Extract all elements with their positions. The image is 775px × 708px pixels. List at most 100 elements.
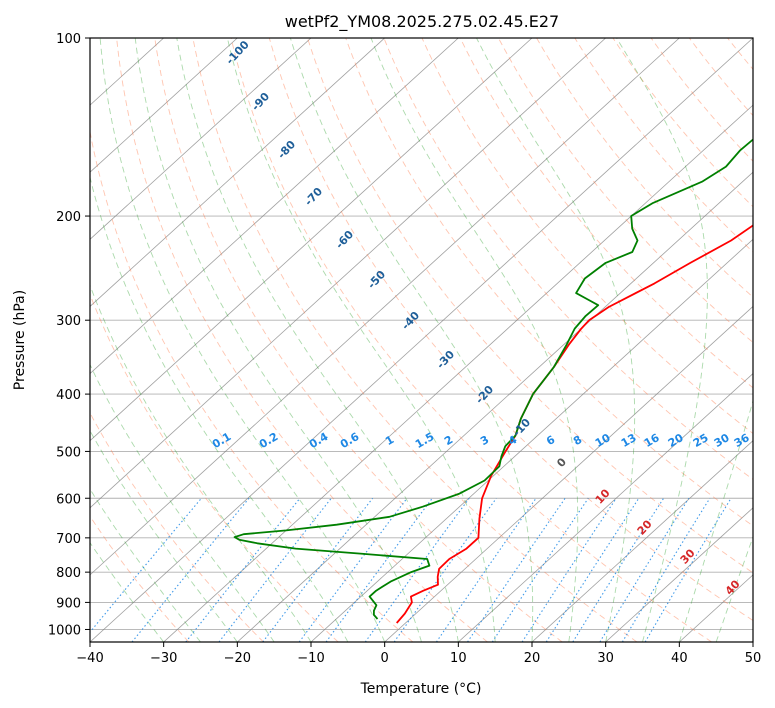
y-tick-label: 300: [56, 314, 81, 329]
moist-adiabat-line: [289, 38, 534, 642]
moist-adiabat-line: [370, 38, 579, 642]
dry-adiabat-line: [90, 129, 414, 642]
moist-adiabat-line: [678, 399, 753, 642]
isotherm-line: [384, 305, 753, 642]
y-tick-label: 900: [56, 596, 81, 611]
moist-adiabat-label: 40: [723, 577, 743, 597]
mixing-ratio-label: 25: [691, 431, 711, 450]
moist-adiabat-line: [90, 429, 238, 642]
x-tick-label: −20: [224, 651, 251, 666]
axis-ticks: −40 −30 −20 −10 0 10 20 30 40 5010020030040050060…: [48, 32, 761, 666]
dry-adiabat-line: [688, 38, 753, 117]
x-tick-label: 50: [745, 651, 762, 666]
mixing-ratio-label: 0.6: [338, 430, 362, 451]
isotherm-line: [90, 38, 753, 642]
dry-adiabat-line: [90, 515, 190, 642]
moist-adiabat-line: [90, 541, 165, 642]
mixing-ratio-label: 16: [642, 431, 662, 450]
y-tick-label: 800: [56, 566, 81, 581]
x-tick-label: −40: [76, 651, 103, 666]
plot-frame: [89, 37, 754, 643]
moist-adiabat-line: [90, 363, 275, 642]
mixing-ratio-label: 0.2: [257, 430, 280, 451]
isotherm-line: [605, 507, 753, 642]
temperature-profile-line: [396, 224, 753, 624]
profile-series: [233, 138, 753, 624]
mixing-ratio-line: [572, 498, 665, 642]
moist-adiabat-line: [99, 38, 386, 642]
dry-adiabat-line: [154, 38, 563, 642]
isotherm-line: [90, 38, 312, 240]
dry-adiabat-line: [116, 38, 488, 642]
dry-adiabat-line: [766, 38, 775, 642]
y-tick-label: 100: [56, 32, 81, 47]
moist-adiabat-label: 30: [678, 546, 698, 566]
dry-adiabat-label: -40: [399, 309, 422, 333]
moist-adiabat-line: [226, 38, 496, 642]
mixing-ratio-line: [131, 497, 250, 642]
dry-adiabat-label: -100: [223, 38, 252, 67]
dry-adiabat-label: -50: [365, 268, 388, 292]
moist-adiabat-line: [715, 535, 753, 642]
mixing-ratio-label: 6: [544, 433, 557, 448]
mixing-ratio-line: [521, 497, 617, 642]
dry-adiabat-line: [345, 38, 753, 527]
mixing-ratio-label: 1.5: [413, 430, 436, 451]
dewpoint-profile-line: [233, 138, 753, 620]
y-tick-label: 200: [56, 210, 81, 225]
mixing-ratio-line: [90, 497, 202, 633]
mixing-ratio-label: 2: [442, 433, 455, 448]
dry-adiabat-line: [90, 411, 264, 642]
dry-adiabat-line: [192, 38, 638, 642]
x-tick-label: 10: [450, 651, 467, 666]
mixing-ratio-line: [545, 497, 640, 642]
x-tick-label: 40: [671, 651, 688, 666]
y-tick-label: 400: [56, 388, 81, 403]
mixing-ratio-line: [325, 497, 433, 642]
isotherm-line: [90, 38, 533, 442]
y-tick-label: 700: [56, 532, 81, 547]
mixing-ratio-line: [262, 497, 374, 642]
y-axis-label: Pressure (hPa): [12, 290, 28, 390]
x-tick-label: 30: [597, 651, 614, 666]
dry-adiabat-line: [307, 38, 753, 574]
mixing-ratio-label: 3: [478, 433, 491, 448]
mixing-ratio-line: [364, 497, 470, 642]
isotherm-line: [458, 373, 753, 642]
isotherm-line: [310, 238, 753, 642]
moist-adiabat-line: [90, 488, 201, 642]
x-axis-label: Temperature (°C): [360, 681, 482, 697]
y-tick-label: 1000: [48, 623, 81, 638]
moist-adiabat-line: [476, 38, 636, 642]
x-tick-label: −10: [297, 651, 324, 666]
mixing-ratio-line: [491, 497, 589, 642]
isotherm-line: [90, 38, 459, 375]
mixing-ratio-label: 30: [712, 431, 732, 450]
dry-adiabat-line: [498, 38, 753, 344]
moist-adiabat-line: [616, 38, 708, 642]
mixing-ratio-line: [621, 498, 711, 642]
dry-adiabat-line: [268, 38, 753, 622]
dry-adiabat-line: [574, 38, 753, 253]
mixing-ratio-label: 8: [571, 433, 584, 448]
dry-adiabat-label: -20: [473, 383, 496, 407]
isopleth-labels: -100-90-80-70-60-50-40-30-20-100.1 0.2 0.4…: [210, 38, 752, 598]
moist-adiabat-label: 0: [554, 455, 569, 470]
chart-title: wetPf2_YM08.2025.275.02.45.E27: [285, 12, 559, 32]
mixing-ratio-line: [467, 497, 566, 642]
moist-adiabat-label: 20: [635, 517, 655, 537]
moist-adiabat-line: [90, 175, 349, 642]
mixing-ratio-label: 10: [593, 431, 613, 450]
isotherm-line: [752, 641, 753, 642]
x-tick-label: 20: [524, 651, 541, 666]
dry-adiabat-line: [421, 38, 753, 435]
isotherm-line: [90, 38, 680, 576]
isotherm-line: [90, 38, 385, 307]
dry-adiabat-label: -80: [275, 138, 298, 162]
moist-adiabat-line: [90, 284, 312, 642]
mixing-ratio-label: 0.4: [307, 430, 331, 451]
isotherm-line: [90, 38, 238, 173]
mixing-ratio-line: [599, 498, 690, 642]
mixing-ratio-line: [298, 497, 408, 642]
